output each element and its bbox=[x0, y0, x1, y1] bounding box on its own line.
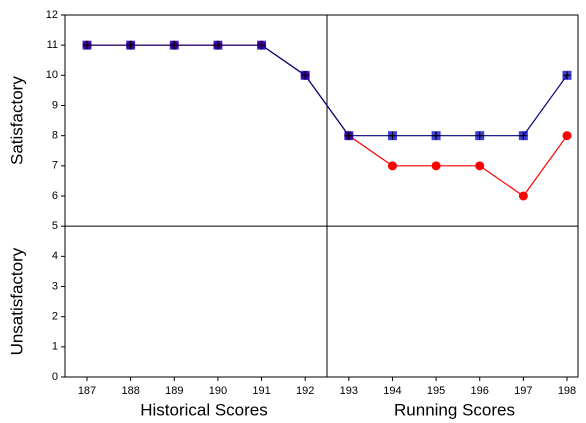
y-region-label: Satisfactory bbox=[7, 76, 26, 165]
x-tick-label: 187 bbox=[78, 385, 96, 397]
y-tick-label: 9 bbox=[52, 99, 58, 111]
point-cross bbox=[388, 131, 397, 140]
point-cross bbox=[432, 131, 441, 140]
x-tick-label: 197 bbox=[514, 385, 532, 397]
y-tick-label: 11 bbox=[47, 39, 58, 51]
y-tick-label: 0 bbox=[52, 371, 58, 383]
x-tick-label: 198 bbox=[558, 385, 576, 397]
point-cross bbox=[170, 41, 179, 50]
point-cross bbox=[301, 71, 310, 80]
y-tick-label: 6 bbox=[52, 190, 58, 202]
x-region-label: Historical Scores bbox=[140, 400, 268, 419]
point-marker bbox=[431, 161, 441, 171]
point-marker bbox=[475, 161, 485, 171]
point-cross bbox=[213, 41, 222, 50]
point-cross bbox=[519, 131, 528, 140]
y-region-label: Unsatisfactory bbox=[7, 247, 26, 355]
y-tick-label: 2 bbox=[52, 311, 58, 323]
y-tick-label: 12 bbox=[46, 9, 58, 21]
point-cross bbox=[475, 131, 484, 140]
point-cross bbox=[126, 41, 135, 50]
x-tick-label: 194 bbox=[383, 385, 401, 397]
y-tick-label: 8 bbox=[52, 130, 58, 142]
y-tick-label: 10 bbox=[46, 69, 58, 81]
x-tick-label: 193 bbox=[340, 385, 358, 397]
point-marker bbox=[518, 191, 528, 201]
y-tick-label: 5 bbox=[52, 220, 58, 232]
x-tick-label: 195 bbox=[427, 385, 445, 397]
point-marker bbox=[387, 161, 397, 171]
x-region-label: Running Scores bbox=[394, 400, 515, 419]
x-tick-label: 189 bbox=[165, 385, 183, 397]
point-cross bbox=[563, 71, 571, 80]
y-tick-label: 3 bbox=[52, 280, 58, 292]
y-tick-label: 4 bbox=[52, 250, 58, 262]
x-tick-label: 191 bbox=[252, 385, 270, 397]
x-tick-label: 190 bbox=[209, 385, 227, 397]
x-tick-label: 196 bbox=[471, 385, 489, 397]
point-marker bbox=[562, 131, 572, 141]
point-cross bbox=[83, 41, 91, 50]
plot-frame bbox=[64, 14, 579, 378]
y-tick-label: 7 bbox=[52, 160, 58, 172]
point-cross bbox=[257, 41, 266, 50]
x-tick-label: 192 bbox=[296, 385, 314, 397]
y-tick-label: 1 bbox=[52, 341, 58, 353]
point-cross bbox=[344, 131, 353, 140]
x-tick-label: 188 bbox=[121, 385, 139, 397]
series-line bbox=[87, 44, 568, 137]
